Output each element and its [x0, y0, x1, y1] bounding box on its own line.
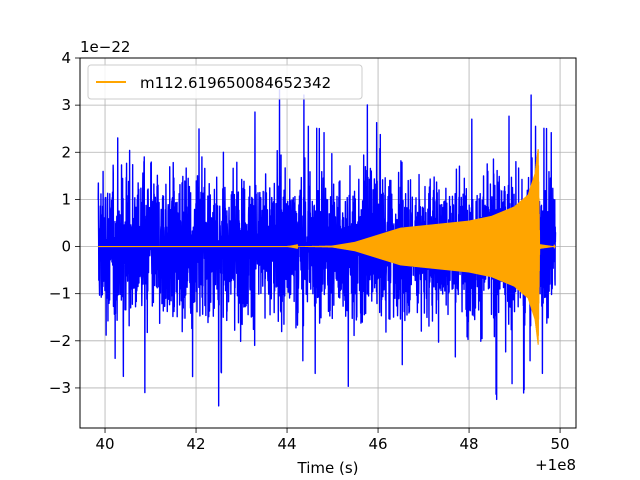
y-tick-label: −2 — [49, 332, 71, 350]
x-axis-label: Time (s) — [297, 459, 359, 477]
x-offset-label: +1e8 — [535, 456, 576, 474]
legend: m112.619650084652342 — [87, 64, 363, 100]
x-tick-label: 48 — [460, 435, 479, 453]
y-tick-label: 3 — [61, 96, 71, 114]
ticks: 40 42 44 46 48 50 −3 −2 −1 0 1 2 3 4 — [49, 49, 570, 453]
x-tick-label: 50 — [551, 435, 570, 453]
x-tick-label: 42 — [186, 435, 205, 453]
y-tick-label: 0 — [61, 238, 71, 256]
series-line-chirp — [98, 149, 556, 345]
x-tick-label: 40 — [95, 435, 114, 453]
y-scale-label: 1e−22 — [80, 38, 130, 56]
y-tick-label: 2 — [61, 143, 71, 161]
legend-box — [87, 64, 363, 100]
y-tick-label: −3 — [49, 379, 71, 397]
y-tick-label: 1 — [61, 190, 71, 208]
x-tick-label: 46 — [369, 435, 388, 453]
legend-entry-label: m112.619650084652342 — [140, 74, 331, 92]
y-tick-label: −1 — [49, 285, 71, 303]
y-tick-label: 4 — [61, 49, 71, 67]
x-tick-label: 44 — [277, 435, 296, 453]
plot-frame — [79, 57, 577, 429]
series-layer — [97, 89, 557, 407]
